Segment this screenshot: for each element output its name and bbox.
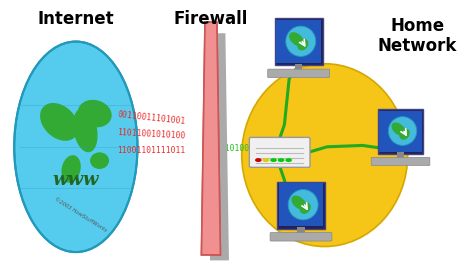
Polygon shape: [201, 22, 220, 255]
Circle shape: [278, 158, 284, 162]
Ellipse shape: [289, 32, 304, 46]
Ellipse shape: [388, 117, 417, 145]
Polygon shape: [201, 22, 220, 255]
Ellipse shape: [14, 42, 137, 252]
Ellipse shape: [288, 189, 318, 220]
Text: Home
Network: Home Network: [377, 17, 457, 55]
Text: ©2003 HowStuffWorks: ©2003 HowStuffWorks: [54, 196, 108, 233]
Bar: [295, 64, 302, 71]
Circle shape: [285, 158, 292, 162]
Ellipse shape: [399, 129, 410, 140]
FancyBboxPatch shape: [270, 233, 332, 241]
FancyBboxPatch shape: [268, 69, 329, 78]
Text: Internet: Internet: [37, 11, 114, 28]
Bar: [397, 152, 404, 159]
FancyBboxPatch shape: [277, 181, 325, 229]
Text: 1110100010101: 1110100010101: [215, 144, 278, 153]
Text: 00110011101001: 00110011101001: [117, 110, 186, 126]
Text: Firewall: Firewall: [174, 11, 248, 28]
Circle shape: [255, 158, 262, 162]
Text: 11011001010100: 11011001010100: [118, 128, 186, 141]
Circle shape: [270, 158, 277, 162]
Ellipse shape: [392, 122, 406, 136]
Ellipse shape: [286, 26, 316, 57]
Ellipse shape: [242, 64, 408, 247]
Ellipse shape: [78, 100, 112, 127]
FancyBboxPatch shape: [249, 137, 310, 167]
FancyBboxPatch shape: [378, 109, 423, 154]
Ellipse shape: [62, 155, 81, 183]
Ellipse shape: [292, 196, 306, 210]
Ellipse shape: [297, 39, 309, 50]
Ellipse shape: [40, 103, 79, 141]
Circle shape: [263, 158, 269, 162]
Ellipse shape: [90, 152, 109, 169]
Bar: [297, 227, 305, 234]
FancyBboxPatch shape: [279, 183, 323, 226]
Ellipse shape: [73, 108, 98, 152]
Ellipse shape: [300, 202, 311, 214]
Polygon shape: [210, 33, 229, 260]
FancyBboxPatch shape: [275, 18, 322, 65]
FancyBboxPatch shape: [371, 157, 430, 165]
Text: 11001101111011: 11001101111011: [118, 147, 186, 155]
FancyBboxPatch shape: [379, 111, 422, 152]
FancyBboxPatch shape: [276, 20, 321, 63]
Text: www: www: [53, 171, 99, 189]
